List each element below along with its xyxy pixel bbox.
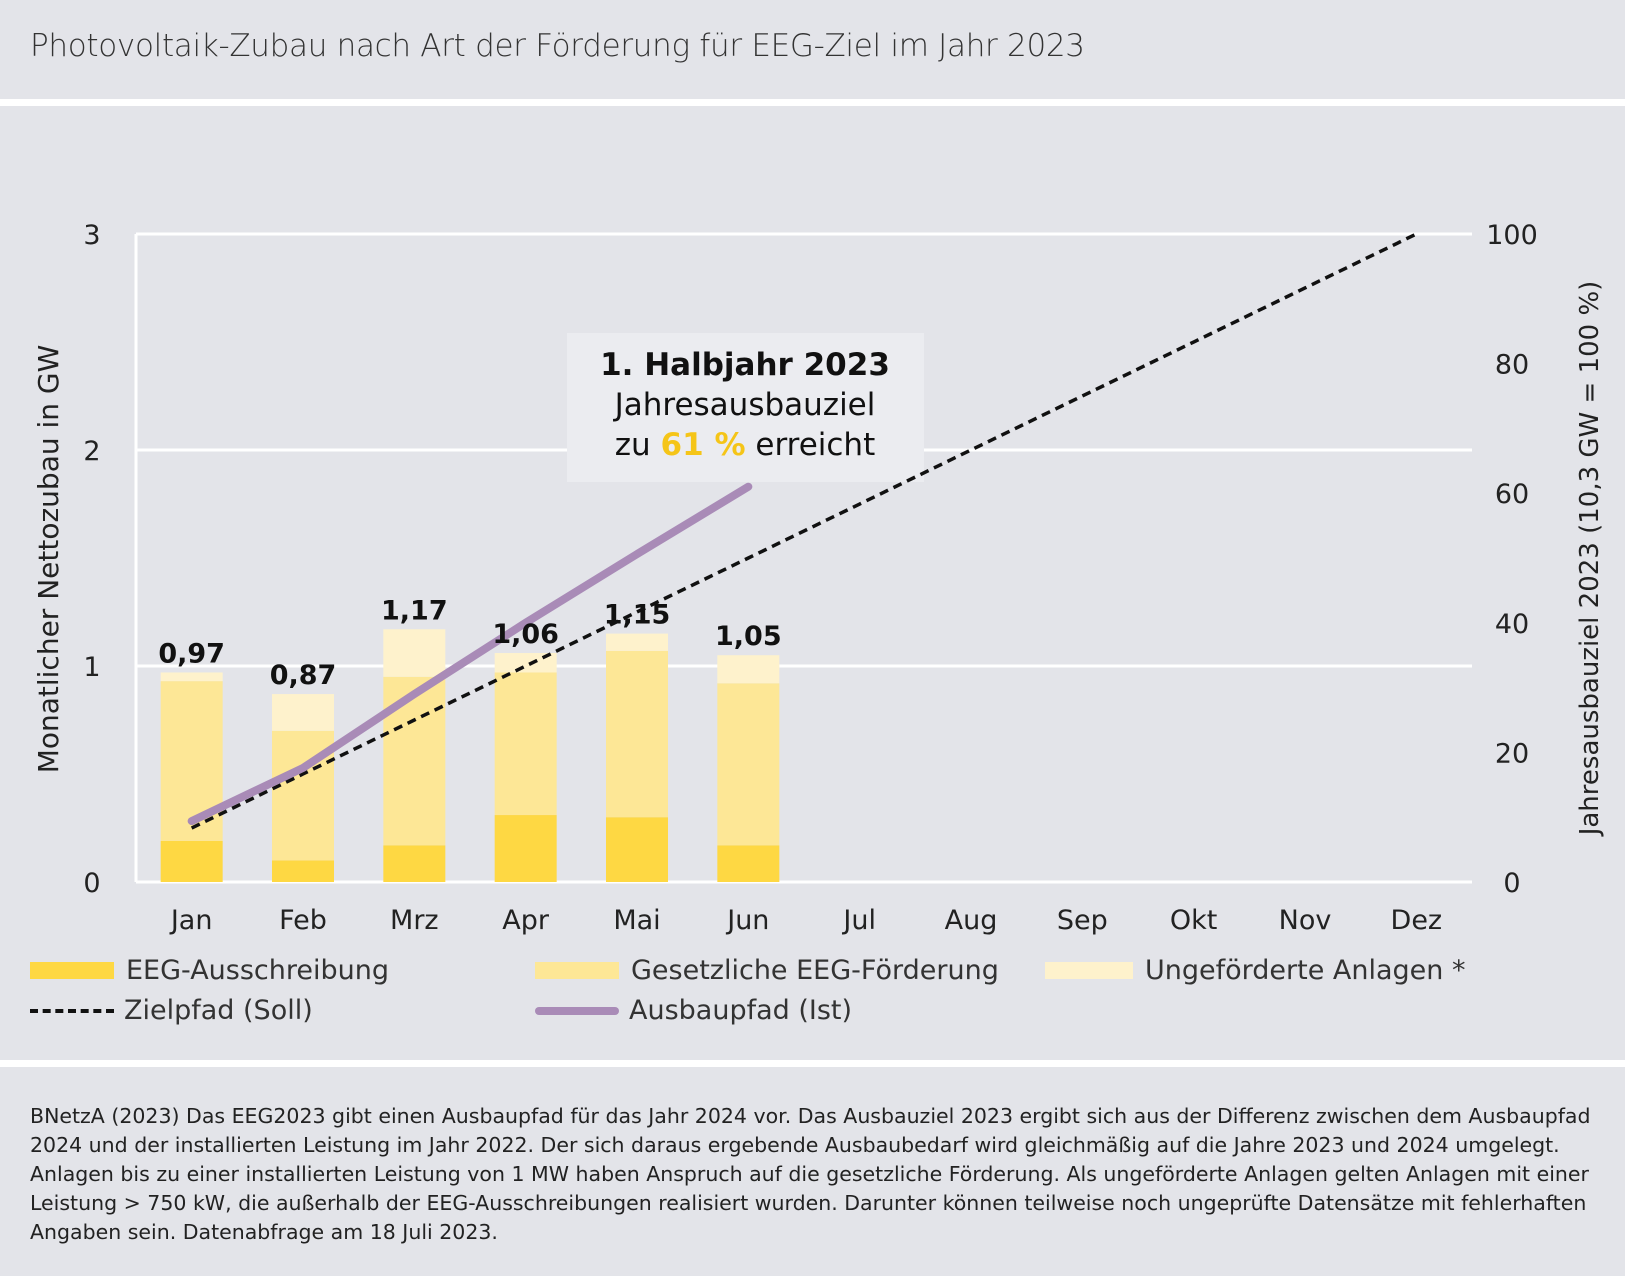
bar-segment [717,845,780,882]
bar-segment [494,672,557,816]
bar-labels: 0,97 0,87 1,17 1,06 1,15 1,05 [158,595,781,691]
legend-label: Ungeförderte Anlagen * [1145,955,1466,986]
y-tick-label: 0 [83,868,100,899]
bar-value-label: 1,15 [604,600,671,631]
bar-segment [383,845,446,882]
x-tick-label: Jan [169,905,213,936]
bar-segment [717,655,780,684]
x-tick-label: Jun [725,905,769,936]
bars [160,629,780,882]
y-tick-label: 3 [83,220,100,251]
y2-tick-label: 100 [1486,220,1538,251]
legend-item-ungefoerderte-anlagen: Ungeförderte Anlagen * [1045,955,1465,986]
legend-label: Zielpfad (Soll) [124,995,313,1026]
y2-tick-label: 40 [1495,609,1529,640]
legend-item-zielpfad: Zielpfad (Soll) [30,995,313,1026]
x-tick-label: Dez [1391,905,1443,936]
bar-segment [383,629,446,677]
footer-divider [0,1060,1625,1067]
legend-dash-line [30,1008,114,1013]
x-tick-label: Sep [1057,905,1108,936]
axes: 0 1 2 3 0 20 40 60 80 100 Jan Feb Mrz Apr Mai Jun Jul Aug… [83,220,1537,936]
zielpfad-line [190,232,1418,830]
header-divider [0,99,1625,106]
annotation-highlight: 61 % [661,427,746,463]
bar-value-label: 0,87 [270,660,337,691]
x-tick-label: Jul [841,905,876,936]
chart: 1. Halbjahr 2023 Jahresausbauziel zu 61 … [32,220,1605,936]
y-tick-label: 1 [83,652,100,683]
x-tick-label: Mai [613,905,660,936]
bar-value-label: 1,06 [492,619,559,650]
x-tick-label: Okt [1170,905,1217,936]
bar-segment [494,653,557,673]
legend-label: Ausbaupfad (Ist) [629,995,853,1026]
x-tick-label: Mrz [390,905,439,936]
annotation: 1. Halbjahr 2023 Jahresausbauziel zu 61 … [567,333,924,482]
gridlines [134,232,1472,884]
y-axis-label: Monatlicher Nettozubau in GW [32,345,65,774]
legend-item-gesetzliche-foerderung: Gesetzliche EEG-Förderung [535,955,999,986]
bar-segment [606,633,668,651]
bar-segment [160,672,223,682]
legend-item-ausbaupfad: Ausbaupfad (Ist) [535,995,852,1026]
x-tick-label: Nov [1279,905,1332,936]
annotation-line2: Jahresausbauziel [613,387,876,423]
legend-label: Gesetzliche EEG-Förderung [631,955,999,986]
bar-value-label: 1,17 [381,595,448,626]
annotation-line3: zu 61 % erreicht [615,427,876,463]
bar-segment [606,817,668,882]
legend-solid-line [535,1006,619,1015]
annotation-post: erreicht [746,427,876,463]
lines [187,232,1418,830]
chart-title: Photovoltaik-Zubau nach Art der Förderun… [30,28,1085,64]
bar-segment [272,860,334,882]
footnote: BNetzA (2023) Das EEG2023 gibt einen Aus… [30,1104,1591,1244]
legend-label: EEG-Ausschreibung [126,955,389,986]
annotation-pre: zu [615,427,661,463]
y2-tick-label: 60 [1495,479,1529,510]
y-tick-label: 2 [83,436,100,467]
x-tick-label: Aug [945,905,998,936]
legend-swatch [30,962,114,979]
annotation-box [567,333,924,482]
x-tick-label: Feb [279,905,327,936]
bar-segment [717,683,780,846]
bar-value-label: 0,97 [158,638,225,669]
bar-segment [272,694,334,731]
y2-tick-label: 0 [1503,868,1520,899]
legend-swatch [535,962,619,979]
x-tick-label: Apr [502,905,550,936]
y2-axis-label: Jahresausbauziel 2023 (10,3 GW = 100 %) [1575,281,1605,838]
bar-segment [606,650,668,818]
y2-tick-label: 80 [1495,350,1529,381]
legend-swatch [1045,962,1133,979]
bar-segment [494,815,557,882]
y2-tick-label: 20 [1495,738,1529,769]
ausbaupfad-line [187,482,753,826]
bar-segment [160,840,223,882]
bar-segment [383,676,446,846]
annotation-title: 1. Halbjahr 2023 [600,347,890,383]
legend-item-eeg-ausschreibung: EEG-Ausschreibung [30,955,389,986]
bar-value-label: 1,05 [715,621,782,652]
